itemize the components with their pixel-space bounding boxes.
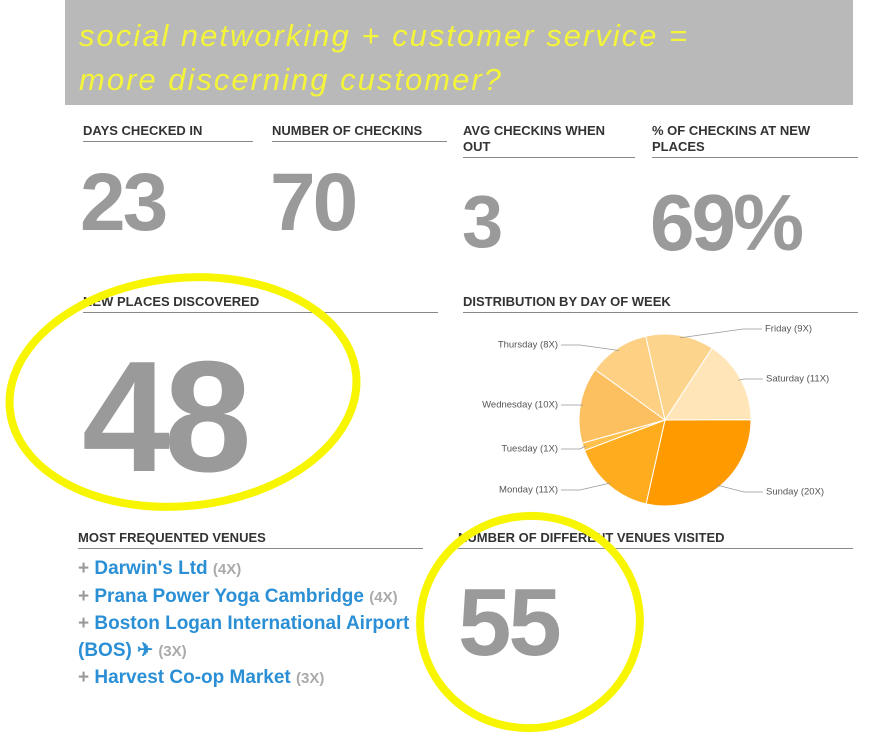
stat-value: 69% <box>650 178 804 267</box>
venue-count: (4X) <box>369 588 398 606</box>
slice-label: Sunday (20X) <box>766 487 824 498</box>
slice-label: Friday (9X) <box>765 324 812 335</box>
stat-label: % OF CHECKINS AT NEW PLACES <box>652 123 858 158</box>
venue-count: (4X) <box>212 561 242 578</box>
stat-value: 23 <box>80 157 168 248</box>
pie-slice <box>645 333 713 422</box>
chart-title: DISTRIBUTION BY DAY OF WEEK <box>463 294 858 313</box>
section-label: MOST FREQUENTED VENUES <box>78 530 423 549</box>
banner-line: more discerning customer? <box>79 62 503 97</box>
venue-link[interactable]: Darwin's Ltd <box>94 558 208 579</box>
stat-value: 70 <box>270 157 358 248</box>
slice-label: Saturday (11X) <box>766 374 829 385</box>
plus-icon: + <box>78 667 95 688</box>
leader-line <box>717 484 763 493</box>
banner: social networking + customer service = m… <box>65 0 853 105</box>
venue-link[interactable]: Prana Power Yoga Cambridge <box>94 585 364 607</box>
slice-label: Tuesday (1X) <box>501 444 558 455</box>
banner-line: social networking + customer service = <box>79 18 690 53</box>
stat-label: AVG CHECKINS WHEN OUT <box>463 123 635 158</box>
leader-line <box>561 344 619 351</box>
venue-count: (3X) <box>296 670 325 687</box>
leader-line <box>738 378 763 381</box>
plus-icon: + <box>78 613 95 634</box>
section-label: NUMBER OF DIFFERENT VENUES VISITED <box>458 530 853 549</box>
pie-slice <box>664 347 752 421</box>
venue-item: + Darwin's Ltd (4X) <box>78 556 423 584</box>
leader-line <box>561 482 611 491</box>
pie-slice <box>594 335 666 422</box>
plus-icon: + <box>78 585 95 607</box>
slice-label: Thursday (8X) <box>498 340 558 351</box>
venue-link[interactable]: Harvest Co-op Market <box>94 667 291 688</box>
venue-list: + Darwin's Ltd (4X) + Prana Power Yoga Ca… <box>78 556 423 722</box>
venue-count: (3X) <box>158 642 187 660</box>
stat-label: DAYS CHECKED IN <box>83 123 253 142</box>
slice-label: Monday (11X) <box>499 485 558 496</box>
pie-slice <box>645 419 752 507</box>
venue-item: + Harvest Co-op Market (3X) <box>78 665 423 693</box>
stat-label: NUMBER OF CHECKINS <box>272 123 447 142</box>
leader-line <box>561 445 586 450</box>
leader-line <box>679 328 762 339</box>
plus-icon: + <box>78 558 95 579</box>
big-number: 55 <box>458 569 562 676</box>
slice-label: Wednesday (10X) <box>482 400 558 411</box>
venue-link[interactable]: Boston Logan International Airport (BOS)… <box>78 613 410 661</box>
pie-slice <box>583 419 666 505</box>
stat-value: 3 <box>462 180 503 263</box>
venue-item: + Boston Logan International Airport (BO… <box>78 611 423 665</box>
venue-item: + Prana Power Yoga Cambridge (4X) <box>78 584 423 612</box>
